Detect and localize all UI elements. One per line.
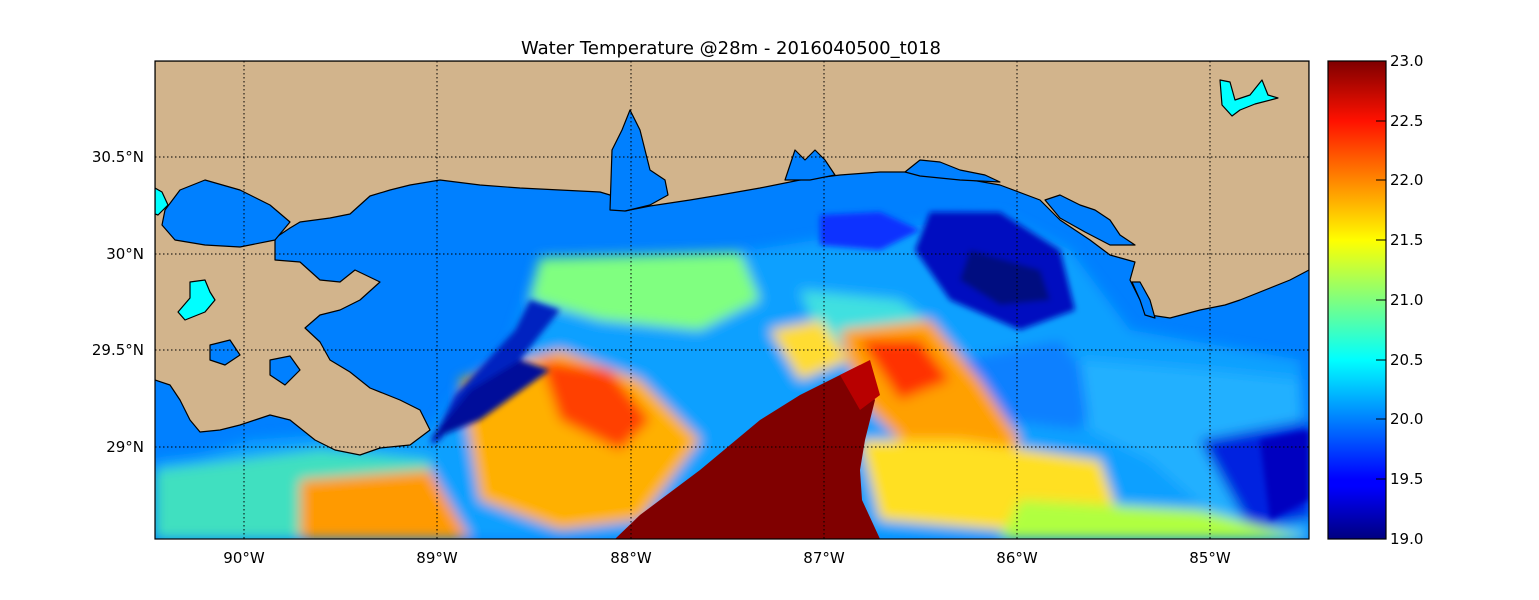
graticule [155,61,1309,539]
inland-lakes [155,79,1279,321]
longitude-labels: 90°W 89°W 88°W 87°W 86°W 85°W [223,549,1231,567]
colorbar-label-22-5: 22.5 [1390,112,1423,130]
latitude-labels: 30.5°N 30°N 29.5°N 29°N [92,148,144,456]
lon-label-89w: 89°W [416,549,458,567]
colorbar: 23.0 22.5 22.0 21.5 21.0 20.5 20.0 19.5 … [1327,52,1423,548]
colorbar-label-22-0: 22.0 [1390,171,1423,189]
lon-label-88w: 88°W [610,549,652,567]
lat-label-30n: 30°N [106,245,144,263]
colorbar-label-19-5: 19.5 [1390,470,1423,488]
lon-label-86w: 86°W [996,549,1038,567]
lat-label-29n: 29°N [106,438,144,456]
map-title: Water Temperature @28m - 2016040500_t018 [521,38,941,59]
lat-label-30-5n: 30.5°N [92,148,144,166]
colorbar-label-21-0: 21.0 [1390,291,1423,309]
coastal-bays [161,109,1156,386]
colorbar-label-20-5: 20.5 [1390,351,1423,369]
lat-label-29-5n: 29.5°N [92,341,144,359]
land [155,61,1309,456]
lon-label-87w: 87°W [803,549,845,567]
colorbar-label-19-0: 19.0 [1390,530,1423,548]
lon-label-90w: 90°W [223,549,265,567]
colorbar-label-20-0: 20.0 [1390,410,1423,428]
map-frame [154,60,1310,540]
map-area [155,61,1309,539]
colorbar-label-23-0: 23.0 [1390,52,1423,70]
lon-label-85w: 85°W [1189,549,1231,567]
colorbar-label-21-5: 21.5 [1390,231,1423,249]
